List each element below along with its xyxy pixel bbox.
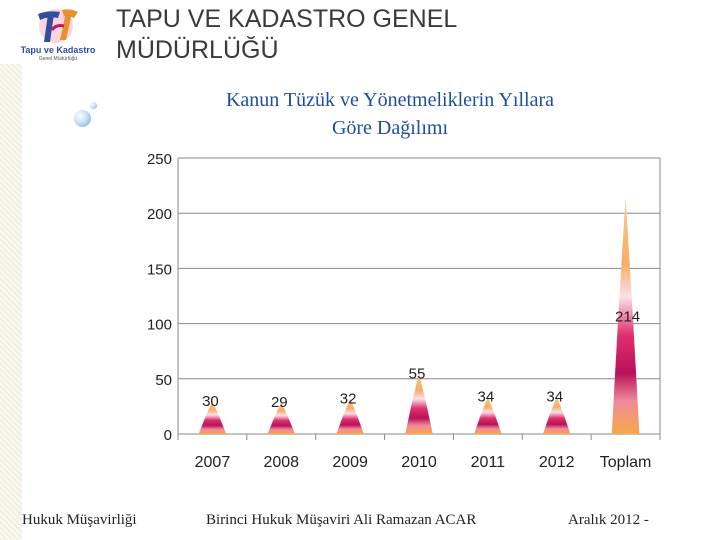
data-label: 55 — [409, 365, 426, 382]
page-title-line1: TAPU VE KADASTRO GENEL — [116, 5, 458, 33]
x-tick-label: 2012 — [539, 454, 575, 471]
x-tick-label: 2010 — [401, 454, 437, 471]
x-tick-label: 2009 — [332, 454, 368, 471]
footer-right: Aralık 2012 - — [568, 512, 649, 528]
x-tick-label: Toplam — [600, 454, 652, 471]
x-tick-label: 2007 — [195, 454, 231, 471]
data-label: 214 — [615, 309, 640, 326]
x-tick-label: 2011 — [471, 454, 506, 471]
y-tick-label: 50 — [155, 372, 172, 389]
footer-center: Birinci Hukuk Müşaviri Ali Ramazan ACAR — [206, 512, 477, 528]
page-title-line2: MÜDÜRLÜĞÜ — [116, 36, 279, 64]
y-axis-ticks: 0 50 100 150 200 250 — [147, 151, 172, 444]
y-tick-label: 200 — [147, 206, 172, 223]
chart-title-line1: Kanun Tüzük ve Yönetmeliklerin Yıllara — [225, 89, 555, 111]
data-labels: 30 29 32 55 34 34 214 — [202, 309, 640, 411]
bars — [198, 197, 640, 434]
data-label: 32 — [340, 391, 357, 408]
logo-mark-icon: Tapu ve Kadastro Genel Müdürlüğü — [21, 9, 96, 62]
x-tick-label: 2008 — [263, 454, 299, 471]
logo: Tapu ve Kadastro Genel Müdürlüğü — [8, 4, 108, 62]
bar — [267, 401, 296, 434]
logo-text: Tapu ve Kadastro — [21, 45, 96, 55]
page-title: TAPU VE KADASTRO GENEL MÜDÜRLÜĞÜ — [116, 4, 457, 66]
chart-title-line2: Göre Dağılımı — [331, 117, 449, 139]
bar — [611, 197, 640, 434]
bar — [542, 396, 571, 434]
y-tick-label: 100 — [147, 317, 172, 334]
bubble-decoration-icon — [74, 110, 91, 127]
y-tick-label: 150 — [147, 261, 172, 278]
y-tick-label: 250 — [147, 151, 172, 168]
bar — [474, 396, 502, 434]
logo-subtext: Genel Müdürlüğü — [39, 56, 78, 62]
y-tick-label: 0 — [164, 427, 172, 444]
footer-left: Hukuk Müşavirliği — [22, 512, 137, 528]
data-label: 30 — [202, 393, 219, 410]
header-band — [0, 0, 720, 64]
data-label: 34 — [546, 388, 563, 405]
data-label: 34 — [478, 388, 495, 405]
chart-title: Kanun Tüzük ve Yönetmeliklerin Yıllara G… — [160, 86, 620, 142]
small-bubble-decoration-icon — [90, 102, 97, 109]
bar — [198, 400, 227, 434]
data-label: 29 — [271, 394, 288, 411]
x-axis-ticks: 2007 2008 2009 2010 2011 2012 Toplam — [195, 454, 652, 471]
bar — [405, 373, 433, 434]
bar — [336, 398, 364, 434]
decorative-left-strip — [0, 64, 22, 540]
